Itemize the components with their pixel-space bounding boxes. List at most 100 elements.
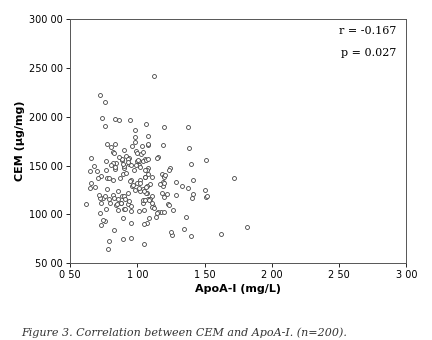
Point — [121, 165, 127, 170]
Point — [136, 158, 143, 164]
Point — [142, 121, 149, 127]
Point — [147, 196, 154, 201]
Point — [114, 196, 121, 201]
Point — [172, 180, 179, 185]
Point — [121, 163, 128, 169]
Point — [115, 154, 122, 159]
Point — [142, 174, 149, 180]
Point — [125, 201, 132, 206]
Text: p = 0.027: p = 0.027 — [341, 48, 396, 58]
Point — [140, 242, 147, 247]
Point — [96, 192, 103, 198]
Point — [123, 154, 130, 159]
Point — [116, 175, 123, 181]
Point — [103, 167, 110, 173]
Point — [109, 161, 116, 166]
Point — [143, 184, 150, 190]
Point — [127, 163, 134, 168]
Point — [110, 177, 117, 183]
Point — [159, 180, 166, 185]
Text: Figure 3. Correlation between CEM and ApoA-I. (n=200).: Figure 3. Correlation between CEM and Ap… — [22, 328, 347, 338]
Point — [124, 156, 131, 162]
Point — [144, 171, 151, 176]
Point — [179, 183, 186, 188]
Point — [106, 196, 113, 202]
Point — [97, 196, 104, 201]
Point — [142, 197, 149, 203]
Point — [112, 117, 119, 122]
Point — [119, 215, 126, 221]
Point — [102, 124, 108, 129]
Point — [144, 220, 151, 226]
Point — [144, 156, 151, 162]
Point — [167, 229, 174, 235]
Point — [88, 155, 95, 161]
Point — [123, 170, 130, 175]
Point — [143, 183, 150, 189]
Point — [133, 181, 140, 186]
Point — [106, 175, 113, 181]
Point — [188, 196, 195, 201]
Point — [132, 140, 139, 145]
Y-axis label: CEM (μg/mg): CEM (μg/mg) — [15, 101, 25, 182]
Point — [141, 156, 148, 161]
Point — [133, 162, 140, 168]
Point — [107, 200, 114, 205]
Point — [181, 226, 187, 232]
Point — [104, 175, 111, 181]
Point — [127, 178, 134, 183]
Point — [203, 194, 210, 199]
Point — [203, 157, 210, 163]
Point — [96, 92, 103, 98]
Point — [143, 190, 150, 195]
Point — [137, 189, 144, 194]
Point — [140, 198, 146, 203]
Point — [136, 163, 143, 168]
Point — [168, 232, 175, 237]
Point — [149, 204, 156, 210]
Point — [125, 198, 132, 203]
Point — [141, 207, 148, 212]
Point — [185, 124, 192, 130]
Point — [125, 156, 132, 161]
Point — [145, 142, 152, 148]
Point — [161, 180, 168, 186]
Point — [182, 214, 189, 220]
Point — [98, 116, 105, 121]
Point — [121, 206, 128, 211]
Point — [158, 190, 165, 196]
Point — [145, 141, 152, 147]
Point — [117, 200, 124, 205]
Point — [169, 207, 176, 212]
Point — [106, 239, 113, 244]
Point — [142, 168, 149, 173]
Point — [127, 203, 134, 208]
Point — [166, 202, 173, 207]
Point — [108, 163, 115, 168]
Point — [98, 200, 105, 205]
Point — [86, 185, 93, 190]
Point — [139, 144, 146, 149]
Point — [150, 206, 157, 211]
Point — [151, 74, 158, 79]
Point — [118, 157, 125, 163]
Point — [110, 227, 117, 233]
Point — [112, 167, 119, 172]
Point — [140, 221, 147, 227]
Point — [114, 208, 121, 213]
Point — [144, 167, 151, 172]
Point — [137, 165, 144, 170]
Point — [113, 202, 120, 208]
Point — [95, 176, 102, 181]
Point — [94, 168, 101, 173]
Point — [133, 150, 140, 156]
Point — [83, 202, 90, 207]
Point — [161, 209, 168, 214]
Point — [120, 236, 127, 241]
Point — [154, 210, 161, 215]
Point — [118, 156, 125, 162]
Point — [115, 118, 122, 123]
Point — [185, 145, 192, 151]
Point — [122, 196, 129, 202]
Point — [121, 147, 128, 152]
